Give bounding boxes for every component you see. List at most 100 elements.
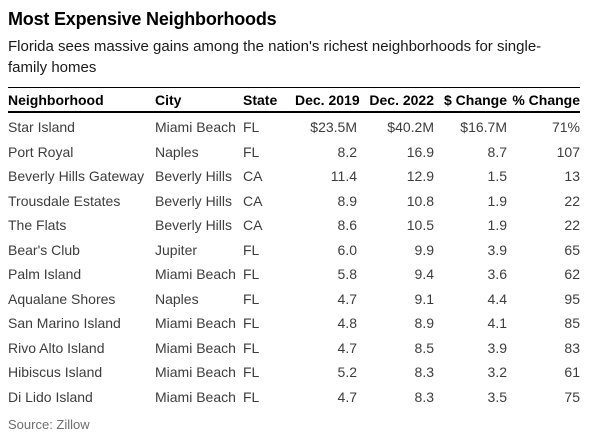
cell-dec-2019: 4.7 <box>337 388 357 405</box>
cell-city: Beverly Hills <box>155 168 233 185</box>
cell-neighborhood: Palm Island <box>8 266 82 283</box>
cell-neighborhood: San Marino Island <box>8 315 121 332</box>
cell-dec-2022: 9.4 <box>414 266 434 283</box>
column-header-change: $ Change <box>443 91 507 108</box>
cell-city: Naples <box>155 143 199 160</box>
cell-neighborhood: Rivo Alto Island <box>8 339 105 356</box>
cell-change: 85 <box>564 315 580 332</box>
cell-change: 3.9 <box>487 241 507 258</box>
cell-dec-2019: $23.5M <box>310 119 357 136</box>
cell-dec-2022: 8.3 <box>414 364 434 381</box>
cell-change: 75 <box>564 388 580 405</box>
cell-state: FL <box>243 119 260 136</box>
table-row: The Flats Beverly Hills CA 8.6 10.5 1.9 22 <box>8 213 580 238</box>
cell-dec-2019: 4.7 <box>337 339 357 356</box>
column-header-city: City <box>155 91 182 108</box>
cell-city: Miami Beach <box>155 388 236 405</box>
cell-dec-2022: 12.9 <box>406 168 434 185</box>
column-header-change: % Change <box>512 91 580 108</box>
table-row: Rivo Alto Island Miami Beach FL 4.7 8.5 3.9 83 <box>8 336 580 361</box>
cell-state: CA <box>243 168 263 185</box>
cell-state: FL <box>243 241 260 258</box>
cell-state: CA <box>243 217 263 234</box>
cell-change: 8.7 <box>487 143 507 160</box>
table-row: Bear's Club Jupiter FL 6.0 9.9 3.9 65 <box>8 238 580 263</box>
cell-state: CA <box>243 192 263 209</box>
page-subtitle: Florida sees massive gains among the nat… <box>8 38 542 76</box>
cell-neighborhood: The Flats <box>8 217 67 234</box>
cell-state: FL <box>243 339 260 356</box>
cell-dec-2019: 4.7 <box>337 290 357 307</box>
cell-change: 4.4 <box>487 290 507 307</box>
table-row: Di Lido Island Miami Beach FL 4.7 8.3 3.5 75 <box>8 385 580 410</box>
cell-dec-2022: 10.8 <box>406 192 434 209</box>
table-row: Trousdale Estates Beverly Hills CA 8.9 10.8 1… <box>8 189 580 214</box>
table-header-row: Neighborhood City State Dec. 2019 Dec. 2022 $… <box>8 88 580 112</box>
cell-dec-2019: 8.2 <box>337 143 357 160</box>
cell-state: FL <box>243 290 260 307</box>
cell-dec-2019: 5.8 <box>337 266 357 283</box>
cell-dec-2022: 8.5 <box>414 339 434 356</box>
cell-dec-2022: $40.2M <box>387 119 434 136</box>
cell-city: Beverly Hills <box>155 217 233 234</box>
cell-dec-2019: 4.8 <box>337 315 357 332</box>
neighborhoods-table: Neighborhood City State Dec. 2019 Dec. 2022 $… <box>8 87 580 409</box>
cell-dec-2022: 8.3 <box>414 388 434 405</box>
cell-dec-2022: 16.9 <box>406 143 434 160</box>
cell-change: 13 <box>564 168 580 185</box>
cell-change: 1.5 <box>487 168 507 185</box>
cell-neighborhood: Aqualane Shores <box>8 290 116 307</box>
cell-change: 22 <box>564 217 580 234</box>
cell-change: 3.9 <box>487 339 507 356</box>
cell-neighborhood: Di Lido Island <box>8 388 93 405</box>
table-row: Port Royal Naples FL 8.2 16.9 8.7 107 <box>8 140 580 165</box>
cell-change: 3.6 <box>487 266 507 283</box>
table-row: Aqualane Shores Naples FL 4.7 9.1 4.4 95 <box>8 287 580 312</box>
cell-neighborhood: Trousdale Estates <box>8 192 121 209</box>
cell-neighborhood: Beverly Hills Gateway <box>8 168 145 185</box>
column-header-dec-2022: Dec. 2022 <box>369 91 434 108</box>
cell-neighborhood: Star Island <box>8 119 75 136</box>
table-body: Star Island Miami Beach FL $23.5M $40.2M $16.… <box>8 112 580 409</box>
cell-change: $16.7M <box>460 119 507 136</box>
cell-city: Jupiter <box>155 241 198 258</box>
cell-neighborhood: Bear's Club <box>8 241 80 258</box>
cell-state: FL <box>243 143 260 160</box>
cell-change: 65 <box>564 241 580 258</box>
cell-city: Miami Beach <box>155 339 236 356</box>
cell-change: 3.2 <box>487 364 507 381</box>
cell-change: 3.5 <box>487 388 507 405</box>
source-note: Source: Zillow <box>8 417 90 432</box>
cell-change: 1.9 <box>487 217 507 234</box>
cell-neighborhood: Port Royal <box>8 143 74 160</box>
cell-change: 61 <box>564 364 580 381</box>
cell-change: 107 <box>556 143 580 160</box>
cell-change: 83 <box>564 339 580 356</box>
table-row: Hibiscus Island Miami Beach FL 5.2 8.3 3.2 61 <box>8 360 580 385</box>
cell-dec-2019: 8.6 <box>337 217 357 234</box>
cell-state: FL <box>243 315 260 332</box>
cell-state: FL <box>243 266 260 283</box>
table-header: Neighborhood City State Dec. 2019 Dec. 2022 $… <box>8 88 580 112</box>
table-row: Star Island Miami Beach FL $23.5M $40.2M $16.… <box>8 112 580 140</box>
cell-change: 4.1 <box>487 315 507 332</box>
cell-dec-2022: 9.1 <box>414 290 434 307</box>
cell-dec-2019: 6.0 <box>337 241 357 258</box>
cell-change: 71% <box>551 119 580 136</box>
cell-neighborhood: Hibiscus Island <box>8 364 103 381</box>
column-header-state: State <box>243 91 278 108</box>
cell-city: Beverly Hills <box>155 192 233 209</box>
table-row: San Marino Island Miami Beach FL 4.8 8.9 4.1 8… <box>8 311 580 336</box>
cell-dec-2022: 9.9 <box>414 241 434 258</box>
cell-state: FL <box>243 388 260 405</box>
table-row: Beverly Hills Gateway Beverly Hills CA 11.4… <box>8 164 580 189</box>
cell-change: 95 <box>564 290 580 307</box>
column-header-dec-2019: Dec. 2019 <box>295 91 360 108</box>
cell-change: 1.9 <box>487 192 507 209</box>
cell-city: Miami Beach <box>155 266 236 283</box>
cell-dec-2022: 8.9 <box>414 315 434 332</box>
page-title: Most Expensive Neighborhoods <box>8 9 277 29</box>
cell-city: Naples <box>155 290 199 307</box>
cell-change: 62 <box>564 266 580 283</box>
